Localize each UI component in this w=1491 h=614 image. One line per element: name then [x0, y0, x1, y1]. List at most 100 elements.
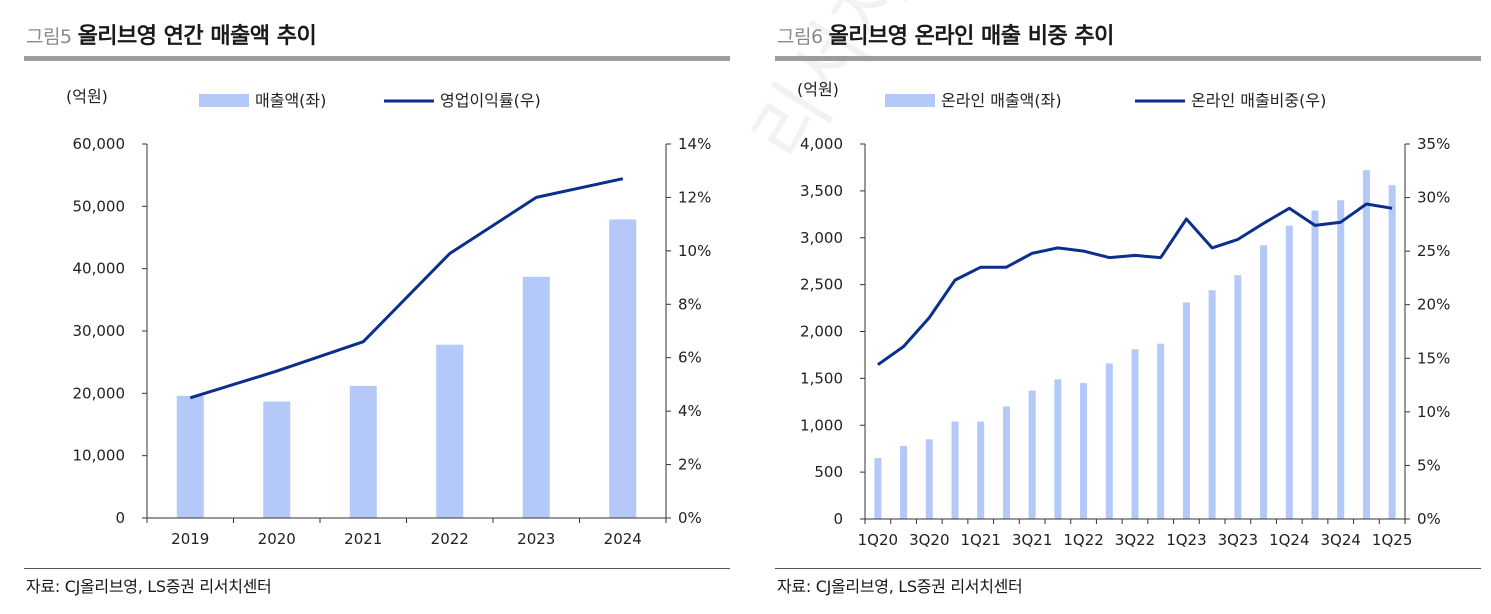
x-tick-label: 2022	[431, 530, 469, 548]
bar-2019	[176, 395, 204, 518]
bar-2Q23	[1208, 290, 1216, 519]
title-rule	[24, 56, 730, 61]
bar-4Q22	[1157, 343, 1165, 519]
x-tick-label: 3Q21	[1012, 531, 1052, 549]
bar-1Q22	[1080, 383, 1088, 519]
y-left-tick-label: 0	[115, 509, 125, 527]
legend-line-label: 온라인 매출비중(우)	[1191, 91, 1326, 110]
y-axis-unit: (억원)	[66, 87, 108, 106]
bar-2024	[609, 219, 637, 518]
y-left-tick-label: 50,000	[73, 197, 126, 215]
bar-2Q21	[1002, 406, 1010, 519]
y-right-tick-label: 4%	[678, 402, 702, 420]
bar-2Q22	[1105, 363, 1113, 519]
x-tick-label: 3Q22	[1115, 531, 1155, 549]
y-left-tick-label: 3,000	[800, 229, 843, 247]
y-left-tick-label: 10,000	[73, 447, 126, 465]
bar-4Q23	[1260, 245, 1268, 519]
legend-bar-swatch	[885, 94, 935, 107]
x-tick-label: 2024	[604, 530, 642, 548]
y-right-tick-label: 10%	[1417, 403, 1450, 421]
y-left-tick-label: 60,000	[73, 135, 126, 153]
bar-2021	[349, 385, 377, 518]
bar-1Q20	[874, 458, 882, 519]
y-right-tick-label: 25%	[1417, 242, 1450, 260]
y-left-tick-label: 1,000	[800, 416, 843, 434]
y-right-tick-label: 35%	[1417, 135, 1450, 153]
bar-2023	[522, 276, 550, 518]
legend-bar-label: 온라인 매출액(좌)	[941, 91, 1062, 110]
y-left-tick-label: 3,500	[800, 182, 843, 200]
bar-1Q21	[977, 421, 985, 519]
y-right-tick-label: 2%	[678, 456, 702, 474]
annual-sales-chart: (억원) 매출액(좌) 영업이익률(우) 0 10,000 20,000 30,000 40,…	[66, 87, 711, 548]
y-right-tick-label: 14%	[678, 135, 711, 153]
x-tick-label: 1Q22	[1063, 531, 1103, 549]
bar-3Q20	[925, 439, 933, 519]
bar-4Q20	[951, 421, 959, 519]
y-right-tick-label: 0%	[1417, 510, 1441, 528]
figure-6-panel: 그림6 올리브영 온라인 매출 비중 추이 (억원) 온라인 매출액(좌) 온라인 매…	[775, 0, 1481, 614]
y-right-tick-label: 12%	[678, 188, 711, 206]
y-right-tick-label: 6%	[678, 349, 702, 367]
y-left-tick-label: 30,000	[73, 322, 126, 340]
y-right-tick-label: 20%	[1417, 296, 1450, 314]
bar-3Q22	[1131, 349, 1139, 519]
line-series	[189, 177, 624, 400]
x-tick-label: 1Q21	[960, 531, 1000, 549]
x-tick-label: 2021	[344, 530, 382, 548]
figure-5-panel: 그림5 올리브영 연간 매출액 추이 (억원) 매출액(좌) 영업이익률(우) 0 10,…	[24, 0, 730, 614]
source-rule	[24, 568, 730, 569]
bar-2020	[263, 401, 291, 518]
figure-6-label: 그림6	[777, 26, 823, 48]
y-right-tick-label: 30%	[1417, 189, 1450, 207]
legend-line-label: 영업이익률(우)	[440, 91, 541, 110]
y-left-tick-label: 4,000	[800, 135, 843, 153]
legend-bar-label: 매출액(좌)	[255, 91, 326, 110]
title-rule	[775, 56, 1481, 61]
bar-2Q24	[1311, 210, 1319, 519]
figure-6-title: 그림6 올리브영 온라인 매출 비중 추이	[777, 18, 1114, 50]
figure-5-title-text: 올리브영 연간 매출액 추이	[77, 24, 317, 49]
y-left-tick-label: 2,500	[800, 276, 843, 294]
x-tick-label: 3Q20	[909, 531, 949, 549]
online-sales-chart: (억원) 온라인 매출액(좌) 온라인 매출비중(우) 0 500 1,000 1,500 2…	[797, 80, 1450, 549]
y-right-tick-label: 0%	[678, 509, 702, 527]
y-left-tick-label: 0	[833, 510, 843, 528]
source-rule	[775, 568, 1481, 569]
x-tick-label: 1Q23	[1166, 531, 1206, 549]
x-tick-label: 1Q25	[1372, 531, 1412, 549]
y-right-tick-label: 5%	[1417, 456, 1441, 474]
figure-5-title: 그림5 올리브영 연간 매출액 추이	[26, 18, 317, 50]
y-left-tick-label: 20,000	[73, 384, 126, 402]
bar-1Q23	[1182, 302, 1190, 519]
x-tick-label: 2019	[171, 530, 209, 548]
bar-3Q23	[1234, 275, 1242, 519]
figure-6-title-text: 올리브영 온라인 매출 비중 추이	[828, 24, 1115, 49]
bar-1Q25	[1388, 185, 1396, 519]
x-tick-label: 3Q23	[1218, 531, 1258, 549]
figure-6-source: 자료: CJ올리브영, LS증권 리서치센터	[777, 577, 1023, 596]
legend-bar-swatch	[199, 94, 249, 107]
y-right-tick-label: 15%	[1417, 349, 1450, 367]
x-tick-label: 2020	[258, 530, 296, 548]
bar-4Q21	[1054, 379, 1062, 519]
x-tick-label: 1Q20	[858, 531, 898, 549]
figure-5-source: 자료: CJ올리브영, LS증권 리서치센터	[26, 577, 272, 596]
y-right-tick-label: 10%	[678, 242, 711, 260]
bar-3Q24	[1337, 200, 1345, 519]
y-left-tick-label: 40,000	[73, 260, 126, 278]
line-series	[877, 202, 1393, 366]
bar-2022	[436, 344, 464, 518]
y-left-tick-label: 1,500	[800, 369, 843, 387]
bar-1Q24	[1285, 225, 1293, 519]
y-left-tick-label: 2,000	[800, 323, 843, 341]
bar-4Q24	[1362, 170, 1370, 519]
bar-3Q21	[1028, 390, 1036, 519]
y-right-tick-label: 8%	[678, 295, 702, 313]
bar-2Q20	[900, 445, 908, 519]
x-tick-label: 2023	[517, 530, 555, 548]
x-tick-label: 1Q24	[1269, 531, 1309, 549]
y-axis-unit: (억원)	[797, 80, 839, 99]
y-left-tick-label: 500	[814, 463, 843, 481]
